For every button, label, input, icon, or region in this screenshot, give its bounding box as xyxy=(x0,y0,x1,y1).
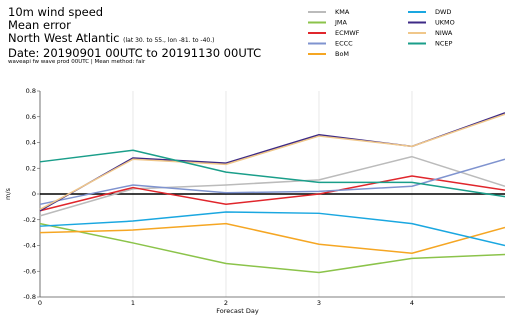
y-tick-label: -0.2 xyxy=(23,216,36,224)
x-axis-label: Forecast Day xyxy=(216,307,259,315)
legend-label: BoM xyxy=(335,50,349,58)
legend-label: ECCC xyxy=(335,40,353,48)
legend-label: JMA xyxy=(334,19,348,27)
series-line-niwa xyxy=(39,113,505,211)
x-tick-label: 1 xyxy=(131,299,135,307)
x-tick-label: 0 xyxy=(38,299,42,307)
y-tick-label: -0.6 xyxy=(23,267,36,275)
chart-title: 10m wind speed xyxy=(8,5,104,19)
y-tick-label: -0.8 xyxy=(23,293,36,301)
region-coords: (lat 30. to 55., lon -81. to -40.) xyxy=(123,37,215,44)
y-tick-label: 0.8 xyxy=(26,87,36,95)
legend-label: UKMO xyxy=(435,19,455,27)
legend: KMA JMA ECMWF ECCC BoM DWD UKMO NIWA NCEP xyxy=(308,8,455,58)
region-name: North West Atlantic xyxy=(8,31,120,45)
series-lines xyxy=(39,112,505,274)
series-line-ncep xyxy=(39,149,505,198)
date-range: Date: 20190901 00UTC to 20191130 00UTC xyxy=(8,46,262,60)
series-line-kma xyxy=(39,155,505,217)
region-line: North West Atlantic (lat 30. to 55., lon… xyxy=(8,32,308,47)
chart-subtitle: Mean error xyxy=(8,18,71,32)
y-tick-label: 0.6 xyxy=(26,113,36,121)
chart-header: 10m wind speed Mean error North West Atl… xyxy=(8,6,308,66)
x-tick-label: 3 xyxy=(317,299,321,307)
y-tick-label: -0.4 xyxy=(23,242,36,250)
x-tick-label: 4 xyxy=(410,299,414,307)
y-axis-label: m/s xyxy=(4,187,12,200)
legend-label: NCEP xyxy=(435,40,453,48)
y-tick-label: 0.4 xyxy=(26,139,36,147)
method-note: waveapi fw wave prod 00UTC | Mean method… xyxy=(8,59,146,65)
series-line-dwd xyxy=(39,211,505,247)
series-line-ecmwf xyxy=(39,175,505,212)
legend-label: ECMWF xyxy=(335,29,360,37)
series-line-jma xyxy=(39,222,505,274)
y-tick-label: 0 xyxy=(32,190,36,198)
y-tick-label: 0.2 xyxy=(26,164,36,172)
series-line-eccc xyxy=(39,158,505,206)
legend-label: DWD xyxy=(435,8,451,16)
series-line-bom xyxy=(39,222,505,254)
legend-label: KMA xyxy=(335,8,350,16)
legend-label: NIWA xyxy=(435,29,453,37)
x-tick-label: 2 xyxy=(224,299,228,307)
